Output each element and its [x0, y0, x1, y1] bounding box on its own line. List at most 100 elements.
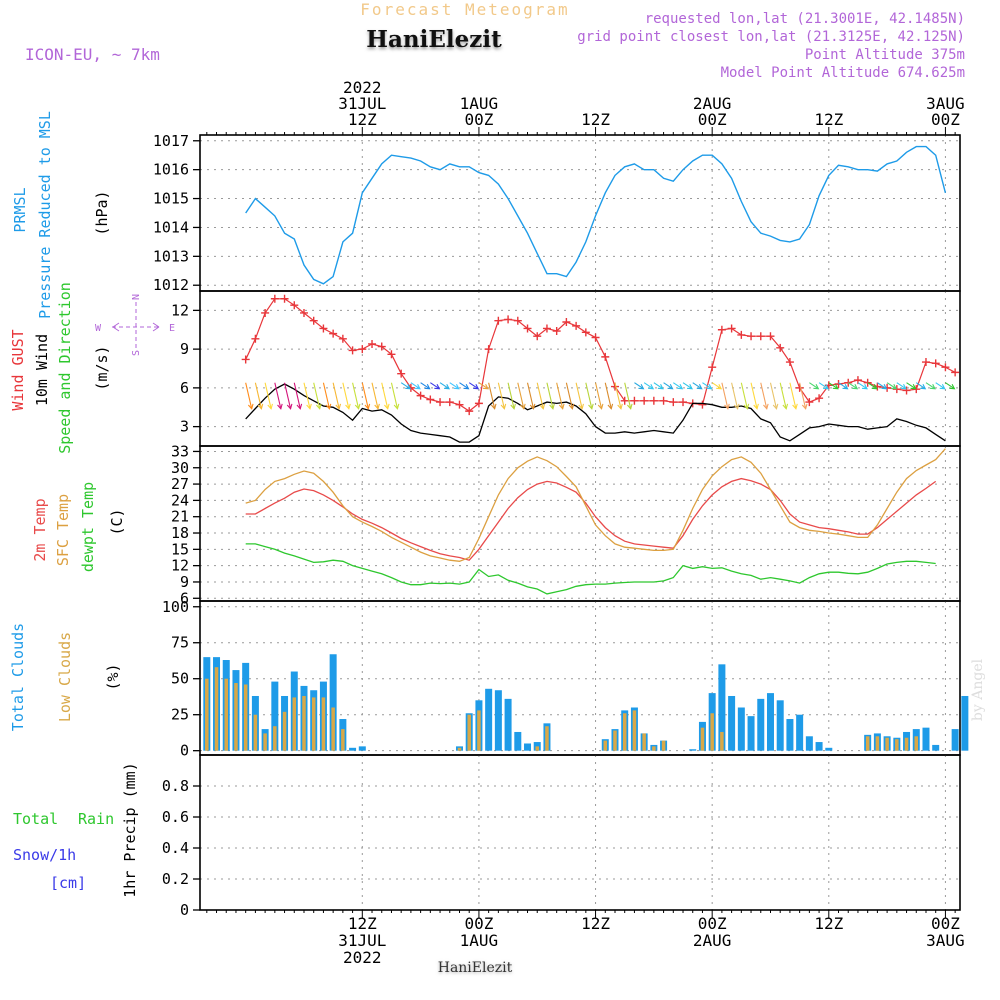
wind-arrow-head: [393, 403, 400, 410]
footer-location: HaniElezit: [438, 960, 513, 976]
low-cloud-bar: [895, 739, 899, 751]
wind-direction-arrow: [410, 382, 421, 390]
temp-dew-label: dewpt Temp: [79, 482, 97, 572]
wind-direction-arrow: [789, 382, 797, 409]
gust-point-marker: [669, 398, 678, 407]
wind-direction-arrow: [896, 382, 907, 390]
precip-tick-label: 0.2: [162, 870, 189, 888]
wind-tick-label: 12: [171, 301, 189, 319]
gust-point-marker: [756, 332, 765, 341]
wind-arrow-head: [315, 403, 322, 410]
gust-point-marker: [358, 345, 367, 354]
low-cloud-bar: [632, 710, 637, 751]
bottom-time-label: 12Z: [814, 914, 843, 933]
gust-point-marker: [377, 342, 386, 351]
wind-arrow-head: [405, 384, 412, 390]
wind-direction-arrow: [459, 382, 469, 390]
top-time-label: 2022: [343, 78, 382, 97]
pressure-unit-label: (hPa): [93, 190, 111, 235]
model-altitude: Model Point Altitude 674.625m: [721, 65, 965, 81]
gust-point-marker: [552, 327, 561, 336]
wind-arrow-head: [648, 384, 655, 390]
wind-direction-arrow: [556, 382, 564, 409]
low-cloud-bar: [865, 736, 870, 751]
wind-direction-arrow: [663, 382, 673, 390]
low-cloud-bar: [652, 746, 656, 751]
temperature-tick-label: 24: [171, 491, 189, 509]
wind-direction-arrow: [293, 382, 301, 409]
wind-arrow-head: [638, 384, 645, 390]
total-cloud-bar: [689, 749, 697, 751]
total-cloud-bar: [329, 654, 337, 751]
wind-direction-arrow: [526, 382, 535, 409]
wind-arrow-head: [434, 384, 441, 390]
wind-arrow-head: [520, 403, 526, 410]
clouds-tick-label: 50: [171, 670, 189, 688]
wind-panel: 3 6 9 12: [171, 290, 961, 447]
wind-arrow-head: [753, 403, 759, 410]
wind-10m-label: 10m Wind: [33, 334, 51, 406]
wind-arrow-head: [929, 384, 936, 390]
wind-direction-arrow: [867, 382, 877, 390]
total-cloud-bar: [485, 688, 493, 751]
low-cloud-bar: [700, 727, 705, 751]
wind-arrow-head: [910, 384, 917, 390]
wind-arrow-head: [763, 403, 769, 410]
gust-point-marker: [309, 316, 318, 325]
temperature-tick-label: 18: [171, 524, 189, 542]
gust-point-marker: [533, 332, 542, 341]
wind-direction-arrow: [750, 382, 758, 409]
precip-tick-label: 0.8: [162, 777, 189, 795]
gust-point-marker: [572, 321, 581, 330]
gust-point-marker: [465, 407, 474, 416]
wind-direction-arrow: [945, 382, 955, 390]
low-cloud-bar: [914, 736, 919, 751]
wind-arrow-head: [677, 384, 684, 390]
wind-direction-arrow: [342, 382, 350, 409]
gust-point-marker: [387, 350, 396, 359]
dewpoint-line: [245, 543, 936, 595]
gust-point-marker: [299, 308, 308, 317]
gust-point-marker: [601, 352, 610, 361]
wind-speed-dir-label: Speed and Direction: [56, 282, 74, 454]
precip-panel-labels: Total Rain Snow/1h [cm] 1hr Precip (mm): [13, 762, 139, 897]
top-time-label: 31JUL: [338, 94, 386, 113]
top-time-label: 1AUG: [460, 94, 499, 113]
wind-direction-arrow: [614, 382, 622, 409]
gust-point-marker: [581, 328, 590, 337]
total-cloud-bar: [737, 707, 745, 751]
wind-direction-arrow: [935, 382, 946, 390]
wind-arrow-head: [626, 403, 633, 410]
clouds-tick-label: 25: [171, 706, 189, 724]
wind-direction-arrow: [877, 382, 887, 390]
wind-direction-arrow: [274, 382, 282, 409]
temperature-tick-label: 6: [180, 589, 189, 607]
gust-point-marker: [348, 346, 357, 355]
wind-arrow-head: [510, 403, 516, 410]
wind-arrow-head: [325, 403, 332, 410]
total-cloud-bar: [504, 698, 512, 751]
gust-point-marker: [737, 330, 746, 339]
total-cloud-bar: [349, 747, 357, 751]
gust-point-marker: [513, 316, 522, 325]
gust-point-marker: [319, 324, 328, 333]
gust-point-marker: [261, 308, 270, 317]
model-name: ICON-EU, ~ 7km: [25, 45, 160, 64]
low-cloud-bar: [321, 697, 326, 751]
total-cloud-bar: [766, 693, 774, 751]
pressure-line: [245, 145, 947, 285]
precip-axis-label: 1hr Precip (mm): [121, 762, 139, 897]
low-cloud-bar: [642, 733, 646, 751]
wind-direction-arrow: [439, 382, 450, 390]
wind-arrow-head: [286, 403, 293, 410]
low-cloud-bar: [885, 737, 889, 751]
temp-sfc-label: SFC Temp: [54, 494, 72, 566]
wind-arrow-head: [920, 384, 927, 390]
plot-layer: 1012101310141015101610173691269121518212…: [153, 78, 969, 967]
temperature-tick-label: 9: [180, 573, 189, 591]
gust-point-marker: [630, 396, 639, 405]
wind-unit-label: (m/s): [93, 345, 111, 390]
wind-direction-arrow: [809, 382, 819, 390]
